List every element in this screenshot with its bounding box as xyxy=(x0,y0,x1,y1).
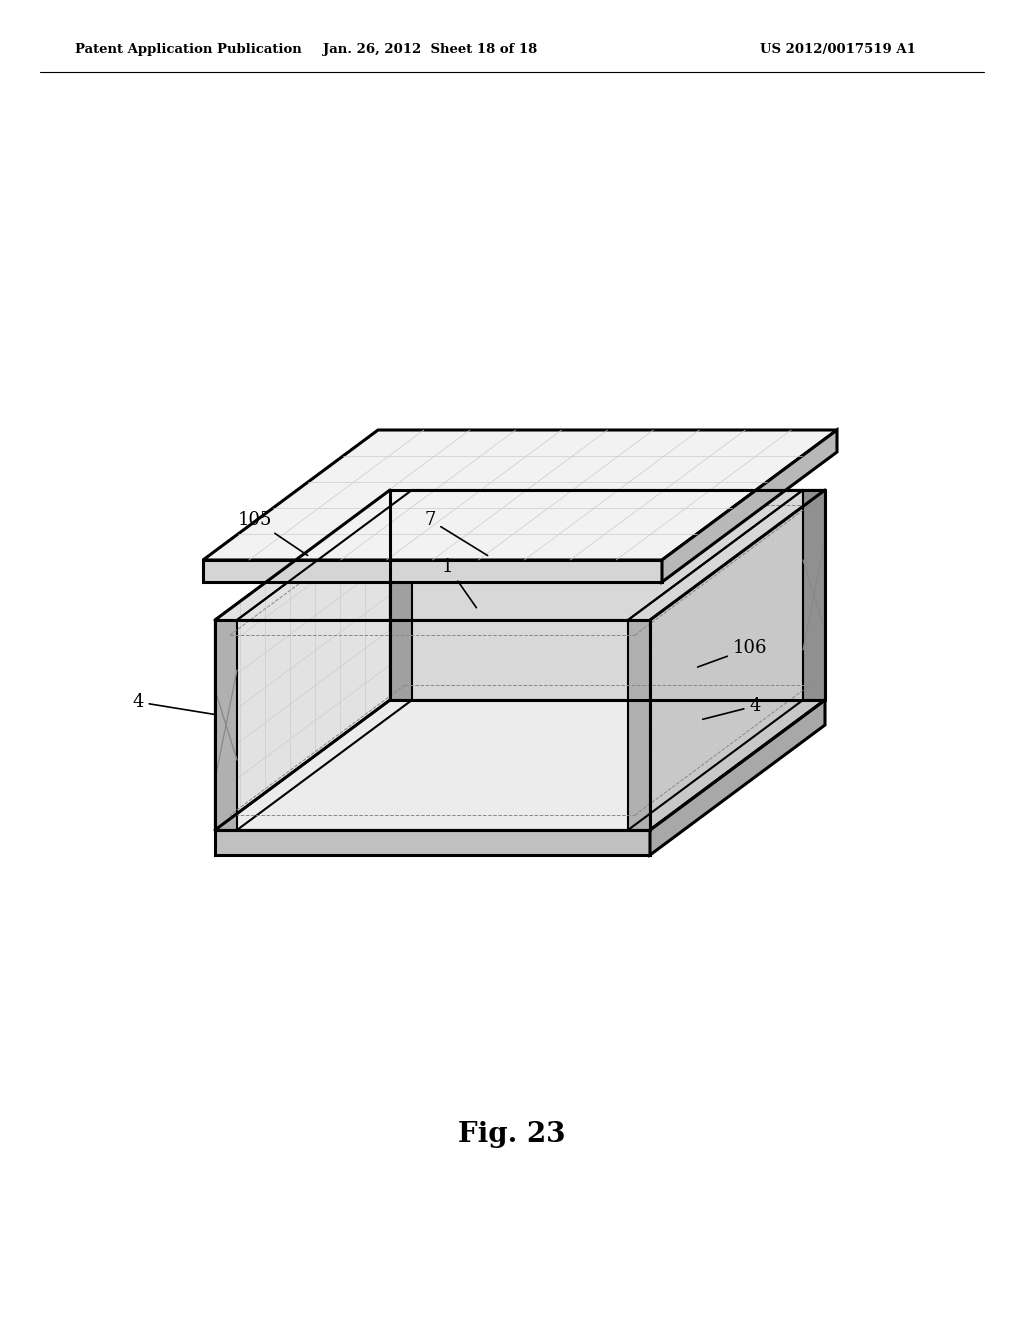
Polygon shape xyxy=(215,830,650,855)
Text: 105: 105 xyxy=(238,511,307,556)
Polygon shape xyxy=(662,430,837,582)
Text: Patent Application Publication: Patent Application Publication xyxy=(75,44,302,57)
Polygon shape xyxy=(390,490,825,700)
Text: 4: 4 xyxy=(702,697,761,719)
Text: US 2012/0017519 A1: US 2012/0017519 A1 xyxy=(760,44,915,57)
Text: 1: 1 xyxy=(442,558,476,607)
Polygon shape xyxy=(650,700,825,855)
Polygon shape xyxy=(390,490,412,700)
Text: 4: 4 xyxy=(132,693,215,714)
Text: 7: 7 xyxy=(424,511,487,556)
Text: 106: 106 xyxy=(697,639,767,667)
Polygon shape xyxy=(803,490,825,700)
Text: Jan. 26, 2012  Sheet 18 of 18: Jan. 26, 2012 Sheet 18 of 18 xyxy=(323,44,538,57)
Polygon shape xyxy=(203,560,662,582)
Polygon shape xyxy=(215,620,237,830)
Polygon shape xyxy=(215,490,390,830)
Polygon shape xyxy=(215,700,825,830)
Text: Fig. 23: Fig. 23 xyxy=(459,1122,565,1148)
Polygon shape xyxy=(650,490,825,830)
Polygon shape xyxy=(628,620,650,830)
Polygon shape xyxy=(203,430,837,560)
